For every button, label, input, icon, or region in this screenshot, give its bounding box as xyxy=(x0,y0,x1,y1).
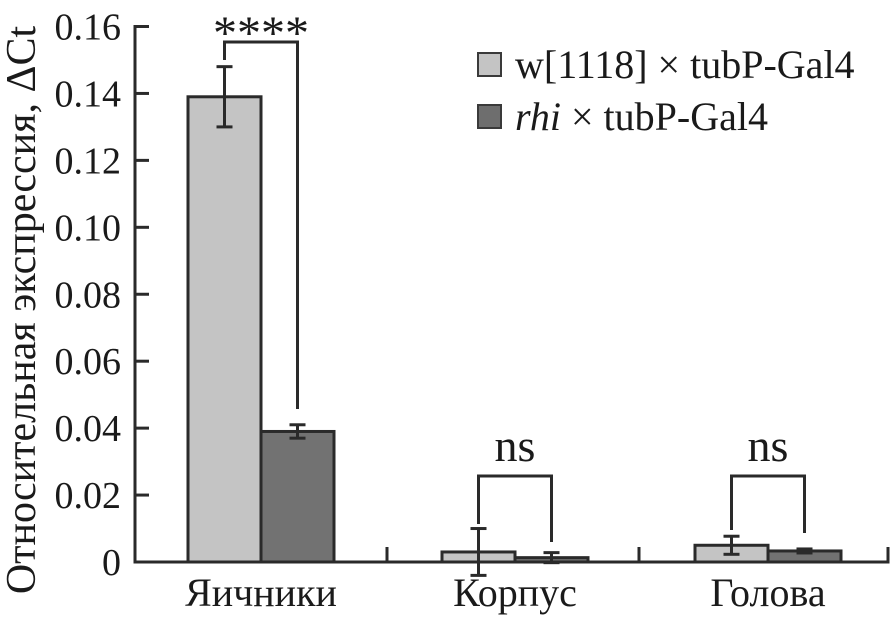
legend-swatch-rhi xyxy=(477,103,502,129)
svg-text:0: 0 xyxy=(102,542,121,584)
y-tick-labels: 0 0.02 0.04 0.06 0.08 0.10 0.12 0.14 0.16 xyxy=(55,7,122,585)
svg-text:0.02: 0.02 xyxy=(55,475,122,517)
legend-label-text: w[1118] × tubP-Gal4 xyxy=(515,41,855,87)
bracket xyxy=(730,474,806,533)
svg-text:0.10: 0.10 xyxy=(55,207,122,249)
legend-label-text: × tubP-Gal4 xyxy=(560,93,768,139)
svg-text:Голова: Голова xyxy=(710,570,825,615)
legend-item-rhi: rhi × tubP-Gal4 xyxy=(477,90,855,142)
x-category-labels: Яичники Корпус Голова xyxy=(185,570,826,615)
svg-text:0.16: 0.16 xyxy=(55,7,122,49)
legend: w[1118] × tubP-Gal4 rhi × tubP-Gal4 xyxy=(477,38,855,142)
legend-swatch-w1118 xyxy=(477,51,502,77)
bracket xyxy=(223,40,299,409)
bar xyxy=(186,95,263,564)
svg-text:0.08: 0.08 xyxy=(55,274,122,316)
legend-label-w1118: w[1118] × tubP-Gal4 xyxy=(515,41,855,88)
svg-text:0.04: 0.04 xyxy=(55,408,122,450)
legend-label-italic: rhi xyxy=(515,93,561,139)
axes xyxy=(133,25,890,564)
significance-brackets: **** ns ns xyxy=(213,7,806,542)
bracket xyxy=(477,474,553,542)
significance-label: ns xyxy=(748,420,789,471)
svg-text:0.14: 0.14 xyxy=(55,73,122,115)
legend-item-w1118: w[1118] × tubP-Gal4 xyxy=(477,38,855,90)
significance-label: **** xyxy=(213,7,309,60)
significance-label: ns xyxy=(495,420,536,471)
svg-text:0.06: 0.06 xyxy=(55,341,122,383)
bar xyxy=(259,429,336,564)
svg-text:0.12: 0.12 xyxy=(55,140,122,182)
legend-label-rhi: rhi × tubP-Gal4 xyxy=(515,93,768,140)
svg-text:Яичники: Яичники xyxy=(185,570,337,615)
error-bars xyxy=(216,65,813,577)
bars xyxy=(186,95,843,564)
svg-text:Корпус: Корпус xyxy=(453,570,577,615)
